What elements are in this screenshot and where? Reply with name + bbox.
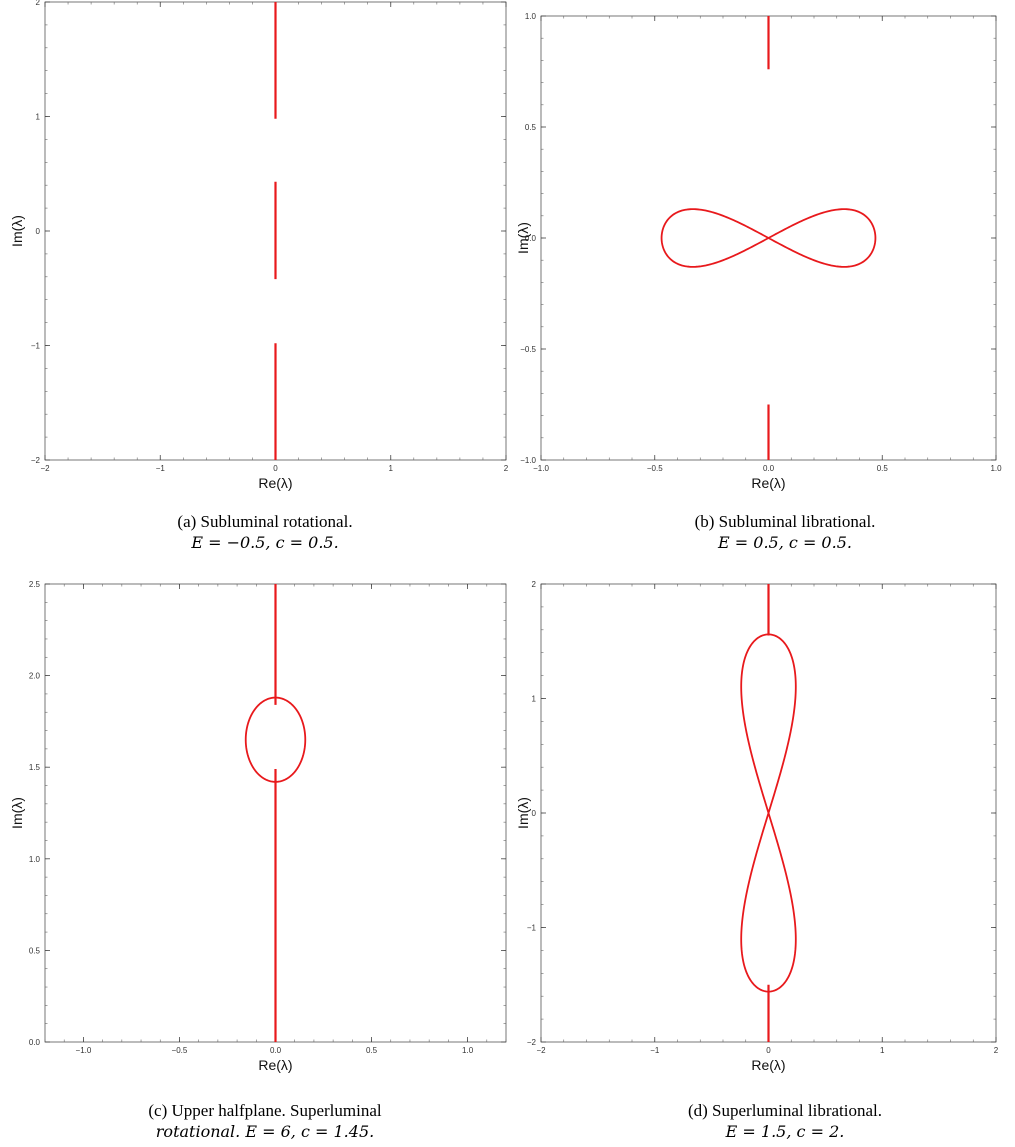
panel-c-xtick-label: 0.0 xyxy=(270,1046,282,1055)
panel-c-xtick-label: −1.0 xyxy=(76,1046,92,1055)
panel-c-ytick-label: 2.0 xyxy=(29,672,41,681)
panel-d-xlabel: Re(λ) xyxy=(751,1057,785,1073)
panel-b-curve-2 xyxy=(660,208,877,268)
panel-b-xtick-label: 0.0 xyxy=(763,464,775,473)
panel-c-xtick-label: −0.5 xyxy=(172,1046,188,1055)
panel-c-ytick-label: 1.0 xyxy=(29,855,41,864)
chart-d: −2 −1 0 1 2 −2 −1 0 1 2 Re(λ) Im(λ) xyxy=(515,580,999,1073)
panel-b-xlabel: Re(λ) xyxy=(751,475,785,491)
caption-b: (b) Subluminal librational. E = 0.5, c =… xyxy=(575,511,995,553)
panel-b-ytick-label: 0.0 xyxy=(525,234,537,243)
chart-c: −1.0 −0.5 0.0 0.5 1.0 0.0 0.5 1.0 1.5 2.0 2.5 Re(λ)… xyxy=(9,580,507,1073)
caption-c-line1: (c) Upper halfplane. Superluminal xyxy=(148,1101,382,1120)
panel-a-ytick-label: 2 xyxy=(36,0,41,7)
panel-b-xtick-label: −1.0 xyxy=(533,464,549,473)
panel-d: −2 −1 0 1 2 −2 −1 0 1 2 Re(λ) Im(λ) xyxy=(510,568,1015,1093)
panel-c-ytick-label: 0.5 xyxy=(29,946,41,955)
panel-b-xtick-label: −0.5 xyxy=(647,464,663,473)
panel-c-ylabel: Im(λ) xyxy=(9,797,25,829)
caption-a: (a) Subluminal rotational. E = −0.5, c =… xyxy=(60,511,470,553)
caption-b-line2: E = 0.5, c = 0.5. xyxy=(718,533,852,552)
panel-b-ytick-label: 1.0 xyxy=(525,12,537,21)
chart-b: −1.0 −0.5 0.0 0.5 1.0 −1.0 −0.5 0.0 0.5 1.0 Re(λ) I… xyxy=(515,12,1002,491)
panel-d-xtick-label: 2 xyxy=(994,1046,999,1055)
panel-a-ylabel: Im(λ) xyxy=(9,215,25,247)
panel-d-curve-2 xyxy=(740,633,797,993)
panel-a-xtick-label: −2 xyxy=(40,464,50,473)
panel-d-ytick-label: −1 xyxy=(527,924,537,933)
panel-d-ytick-label: 2 xyxy=(532,580,537,589)
panel-d-xtick-label: −2 xyxy=(536,1046,546,1055)
panel-b-ytick-label: −1.0 xyxy=(520,456,536,465)
panel-a-ytick-label: −1 xyxy=(31,342,41,351)
panel-d-xtick-label: −1 xyxy=(650,1046,660,1055)
panel-b-ytick-label: −0.5 xyxy=(520,345,536,354)
caption-b-line1: (b) Subluminal librational. xyxy=(694,512,876,531)
panel-a-ytick-label: 0 xyxy=(36,227,41,236)
panel-a-ytick-label: −2 xyxy=(31,456,41,465)
panel-b-ylabel: Im(λ) xyxy=(515,222,531,254)
panel-d-ytick-label: 0 xyxy=(532,809,537,818)
panel-c: −1.0 −0.5 0.0 0.5 1.0 0.0 0.5 1.0 1.5 2.0 2.5 Re(λ)… xyxy=(0,568,510,1093)
caption-c: (c) Upper halfplane. Superluminal rotati… xyxy=(60,1100,470,1142)
panel-b-xtick-label: 1.0 xyxy=(990,464,1002,473)
panel-a-ytick-label: 1 xyxy=(36,113,41,122)
panel-c-ytick-label: 1.5 xyxy=(29,763,41,772)
caption-c-line2: rotational. E = 6, c = 1.45. xyxy=(155,1122,375,1141)
panel-c-curve-2 xyxy=(244,696,307,783)
panel-c-ytick-label: 2.5 xyxy=(29,580,41,589)
panel-a-xtick-label: 2 xyxy=(504,464,509,473)
panel-b: −1.0 −0.5 0.0 0.5 1.0 −1.0 −0.5 0.0 0.5 1.0 Re(λ) I… xyxy=(510,0,1015,505)
caption-a-line2: E = −0.5, c = 0.5. xyxy=(191,533,339,552)
caption-d-line2: E = 1.5, c = 2. xyxy=(725,1122,845,1141)
caption-d-line1: (d) Superluminal librational. xyxy=(687,1101,883,1120)
panel-a-xtick-label: 0 xyxy=(273,464,278,473)
panel-c-ytick-label: 0.0 xyxy=(29,1038,41,1047)
panel-d-xtick-label: 1 xyxy=(880,1046,885,1055)
panel-a: −2 −1 0 1 2 −2 −1 0 1 2 Re(λ) Im(λ) xyxy=(0,0,510,505)
panel-a-xtick-label: 1 xyxy=(389,464,394,473)
panel-d-ytick-label: 1 xyxy=(532,695,537,704)
panel-b-xtick-label: 0.5 xyxy=(877,464,889,473)
panel-c-xtick-label: 0.5 xyxy=(366,1046,378,1055)
panel-c-xlabel: Re(λ) xyxy=(258,1057,292,1073)
caption-d: (d) Superluminal librational. E = 1.5, c… xyxy=(575,1100,995,1142)
caption-a-line1: (a) Subluminal rotational. xyxy=(177,512,353,531)
panel-d-ytick-label: −2 xyxy=(527,1038,537,1047)
panel-b-ytick-label: 0.5 xyxy=(525,123,537,132)
panel-d-xtick-label: 0 xyxy=(766,1046,771,1055)
panel-a-xlabel: Re(λ) xyxy=(258,475,292,491)
panel-a-xtick-label: −1 xyxy=(156,464,166,473)
chart-a: −2 −1 0 1 2 −2 −1 0 1 2 Re(λ) Im(λ) xyxy=(9,0,509,491)
panel-d-ylabel: Im(λ) xyxy=(515,797,531,829)
panel-c-xtick-label: 1.0 xyxy=(462,1046,474,1055)
